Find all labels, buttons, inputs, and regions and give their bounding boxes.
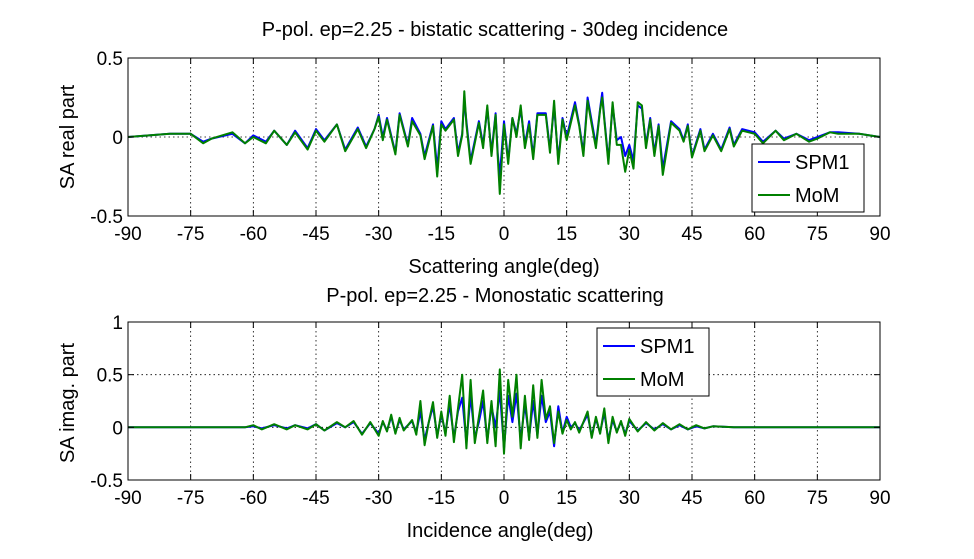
legend-label-spm1: SPM1 xyxy=(640,336,694,358)
x-tick-label: 45 xyxy=(681,224,702,245)
x-tick-label: -45 xyxy=(302,224,329,245)
x-tick-label: -90 xyxy=(114,224,141,245)
x-tick-label: -15 xyxy=(428,488,455,509)
x-tick-label: -60 xyxy=(240,488,267,509)
y-axis-label: SA imag. part xyxy=(57,343,79,464)
legend-box xyxy=(596,327,710,397)
x-tick-label: 0 xyxy=(499,488,510,509)
series-lines xyxy=(127,90,881,195)
series-line-mom xyxy=(128,368,880,455)
legend-label-mom: MoM xyxy=(640,369,684,391)
series-line-mom xyxy=(127,90,881,195)
y-tick-label: 1 xyxy=(112,313,123,334)
tick-labels: -90 -75 -60 -45 -30 -15 0 15 30 45 60 75 90 -0.5 0 0.5 xyxy=(90,49,890,245)
x-tick-label: -15 xyxy=(428,224,455,245)
plot-title: P-pol. ep=2.25 - Monostatic scattering xyxy=(326,285,663,307)
x-tick-label: -75 xyxy=(177,488,204,509)
x-tick-label: 90 xyxy=(869,224,890,245)
x-tick-label: 60 xyxy=(744,224,765,245)
y-tick-label: -0.5 xyxy=(90,471,123,492)
x-tick-label: 45 xyxy=(681,488,702,509)
x-tick-label: 90 xyxy=(869,488,890,509)
legend-box xyxy=(751,143,865,213)
x-tick-label: -30 xyxy=(365,488,392,509)
x-tick-label: -30 xyxy=(365,224,392,245)
x-tick-label: -60 xyxy=(240,224,267,245)
plot-real-part: P-pol. ep=2.25 - bistatic scattering - 3… xyxy=(57,19,891,278)
x-tick-label: 30 xyxy=(619,224,640,245)
y-axis-label: SA real part xyxy=(57,84,79,189)
x-tick-label: -75 xyxy=(177,224,204,245)
y-tick-label: 0.5 xyxy=(97,366,123,387)
y-tick-label: -0.5 xyxy=(90,207,123,228)
y-tick-label: 0 xyxy=(112,418,123,439)
legend-label-mom: MoM xyxy=(795,185,839,207)
plot-imag-part: P-pol. ep=2.25 - Monostatic scattering -… xyxy=(57,285,891,542)
plot-title: P-pol. ep=2.25 - bistatic scattering - 3… xyxy=(262,19,728,41)
y-tick-label: 0.5 xyxy=(97,49,123,70)
legend: SPM1 MoM xyxy=(751,143,865,213)
x-tick-label: -45 xyxy=(302,488,329,509)
series-lines xyxy=(128,368,880,455)
tick-labels: -90 -75 -60 -45 -30 -15 0 15 30 45 60 75 90 -0.5 0 0.5 1 xyxy=(90,313,890,509)
x-tick-label: 0 xyxy=(499,224,510,245)
x-tick-label: -90 xyxy=(114,488,141,509)
x-tick-label: 75 xyxy=(807,488,828,509)
x-axis-label: Scattering angle(deg) xyxy=(408,256,599,278)
legend-label-spm1: SPM1 xyxy=(795,152,849,174)
x-axis-label: Incidence angle(deg) xyxy=(407,520,594,542)
x-tick-label: 15 xyxy=(556,224,577,245)
x-tick-label: 75 xyxy=(807,224,828,245)
y-tick-label: 0 xyxy=(112,128,123,149)
legend: SPM1 MoM xyxy=(596,327,710,397)
x-tick-label: 15 xyxy=(556,488,577,509)
x-tick-label: 60 xyxy=(744,488,765,509)
x-tick-label: 30 xyxy=(619,488,640,509)
